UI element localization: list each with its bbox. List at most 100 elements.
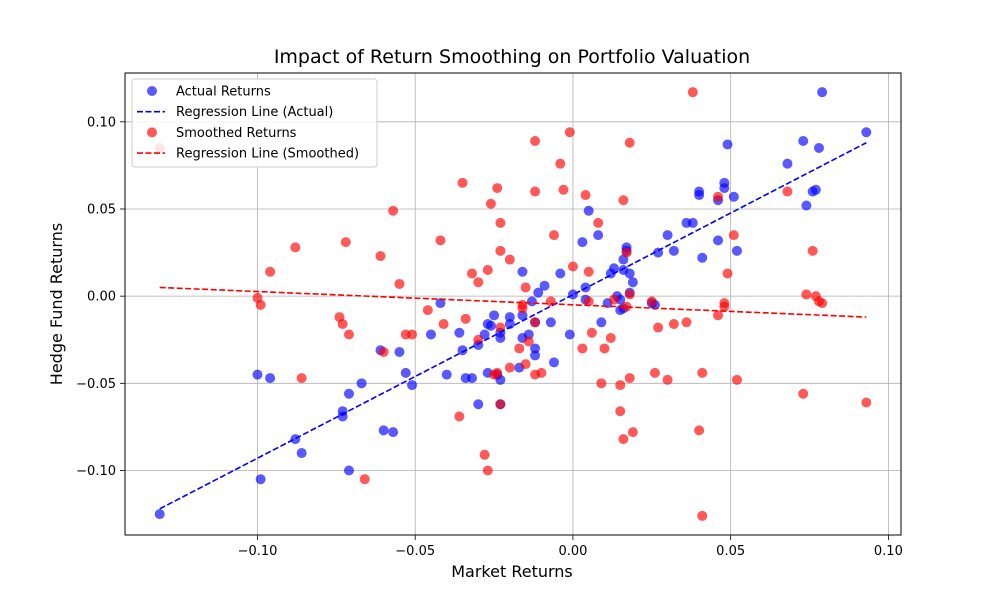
smoothed-returns-point [583, 266, 594, 277]
smoothed-returns-point [530, 186, 541, 197]
smoothed-returns-point [798, 388, 809, 399]
actual-returns-point [608, 263, 619, 274]
smoothed-returns-point [530, 317, 541, 328]
actual-returns-point [627, 277, 638, 288]
actual-returns-point [466, 373, 477, 384]
smoothed-returns-point [697, 510, 708, 521]
actual-returns-point [441, 369, 452, 380]
x-tick-label: 0.00 [558, 544, 587, 559]
actual-returns-point [407, 380, 418, 391]
smoothed-returns-point [861, 397, 872, 408]
smoothed-returns-point [615, 406, 626, 417]
smoothed-returns-point [504, 362, 515, 373]
actual-returns-point [662, 230, 673, 241]
actual-returns-point [564, 329, 575, 340]
actual-returns-point [577, 237, 588, 248]
actual-returns-point [454, 327, 465, 338]
smoothed-returns-point [482, 265, 493, 276]
actual-returns-point [473, 399, 484, 410]
actual-returns-point [252, 369, 263, 380]
smoothed-returns-point [466, 268, 477, 279]
legend-label: Actual Returns [176, 85, 271, 100]
y-tick-label: −0.05 [76, 377, 116, 392]
actual-returns-point [593, 230, 604, 241]
x-axis-label: Market Returns [451, 562, 573, 581]
actual-returns-point [798, 135, 809, 146]
smoothed-returns-point [586, 327, 597, 338]
plot-area [154, 87, 872, 521]
smoothed-returns-point [807, 245, 818, 256]
smoothed-returns-point [378, 346, 389, 357]
smoothed-returns-point [485, 198, 496, 209]
smoothed-returns-point [646, 296, 657, 307]
actual-returns-point [782, 158, 793, 169]
smoothed-returns-point [719, 301, 730, 312]
smoothed-returns-point [668, 319, 679, 330]
smoothed-returns-point [577, 343, 588, 354]
regression-line-smoothed [159, 286, 867, 318]
actual-returns-point [596, 317, 607, 328]
smoothed-returns-point [375, 251, 386, 262]
smoothed-returns-point [457, 177, 468, 188]
actual-returns-point [337, 411, 348, 422]
actual-returns-point [290, 434, 301, 445]
legend-box [131, 78, 378, 168]
actual-returns-point [861, 127, 872, 138]
actual-returns-point [356, 378, 367, 389]
smoothed-returns-point [523, 336, 534, 347]
smoothed-returns-point [255, 299, 266, 310]
smoothed-returns-point [549, 230, 560, 241]
actual-returns-point [504, 312, 515, 323]
smoothed-returns-point [340, 237, 351, 248]
smoothed-returns-point [296, 373, 307, 384]
actual-returns-point [722, 139, 733, 150]
x-tick-label: −0.10 [238, 544, 278, 559]
smoothed-returns-point [567, 261, 578, 272]
smoothed-returns-point [653, 322, 664, 333]
smoothed-returns-point [290, 242, 301, 253]
smoothed-returns-point [495, 322, 506, 333]
actual-returns-point [697, 252, 708, 263]
legend-label: Smoothed Returns [176, 126, 297, 141]
smoothed-returns-point [580, 190, 591, 201]
actual-returns-point [668, 245, 679, 256]
legend-marker [147, 127, 157, 138]
smoothed-returns-point [520, 282, 531, 293]
smoothed-returns-point [801, 289, 812, 300]
smoothed-returns-point [482, 465, 493, 476]
smoothed-returns-point [492, 183, 503, 194]
smoothed-returns-point [530, 135, 541, 146]
actual-returns-point [624, 268, 635, 279]
smoothed-returns-point [649, 367, 660, 378]
smoothed-returns-point [438, 319, 449, 330]
actual-returns-point [489, 310, 500, 321]
smoothed-returns-point [564, 127, 575, 138]
chart-title: Impact of Return Smoothing on Portfolio … [274, 46, 750, 68]
legend-label: Regression Line (Actual) [176, 105, 333, 120]
smoothed-returns-point [394, 278, 405, 289]
smoothed-returns-point [492, 367, 503, 378]
smoothed-returns-point [624, 373, 635, 384]
smoothed-returns-point [608, 294, 619, 305]
actual-returns-point [517, 266, 528, 277]
actual-returns-point [343, 388, 354, 399]
smoothed-returns-point [520, 359, 531, 370]
smoothed-returns-point [627, 427, 638, 438]
smoothed-returns-point [435, 235, 446, 246]
smoothed-returns-point [618, 195, 629, 206]
smoothed-returns-point [731, 374, 742, 385]
smoothed-returns-point [517, 299, 528, 310]
smoothed-returns-point [599, 343, 610, 354]
smoothed-returns-point [621, 247, 632, 258]
smoothed-returns-point [514, 343, 525, 354]
smoothed-returns-point [495, 217, 506, 228]
y-tick-label: 0.05 [87, 202, 116, 217]
actual-returns-point [713, 235, 724, 246]
smoothed-returns-point [337, 319, 348, 330]
y-tick-label: 0.00 [87, 290, 116, 305]
smoothed-returns-point [422, 305, 433, 316]
smoothed-returns-point [615, 380, 626, 391]
actual-returns-point [533, 287, 544, 298]
actual-returns-point [457, 345, 468, 356]
smoothed-returns-point [681, 317, 692, 328]
